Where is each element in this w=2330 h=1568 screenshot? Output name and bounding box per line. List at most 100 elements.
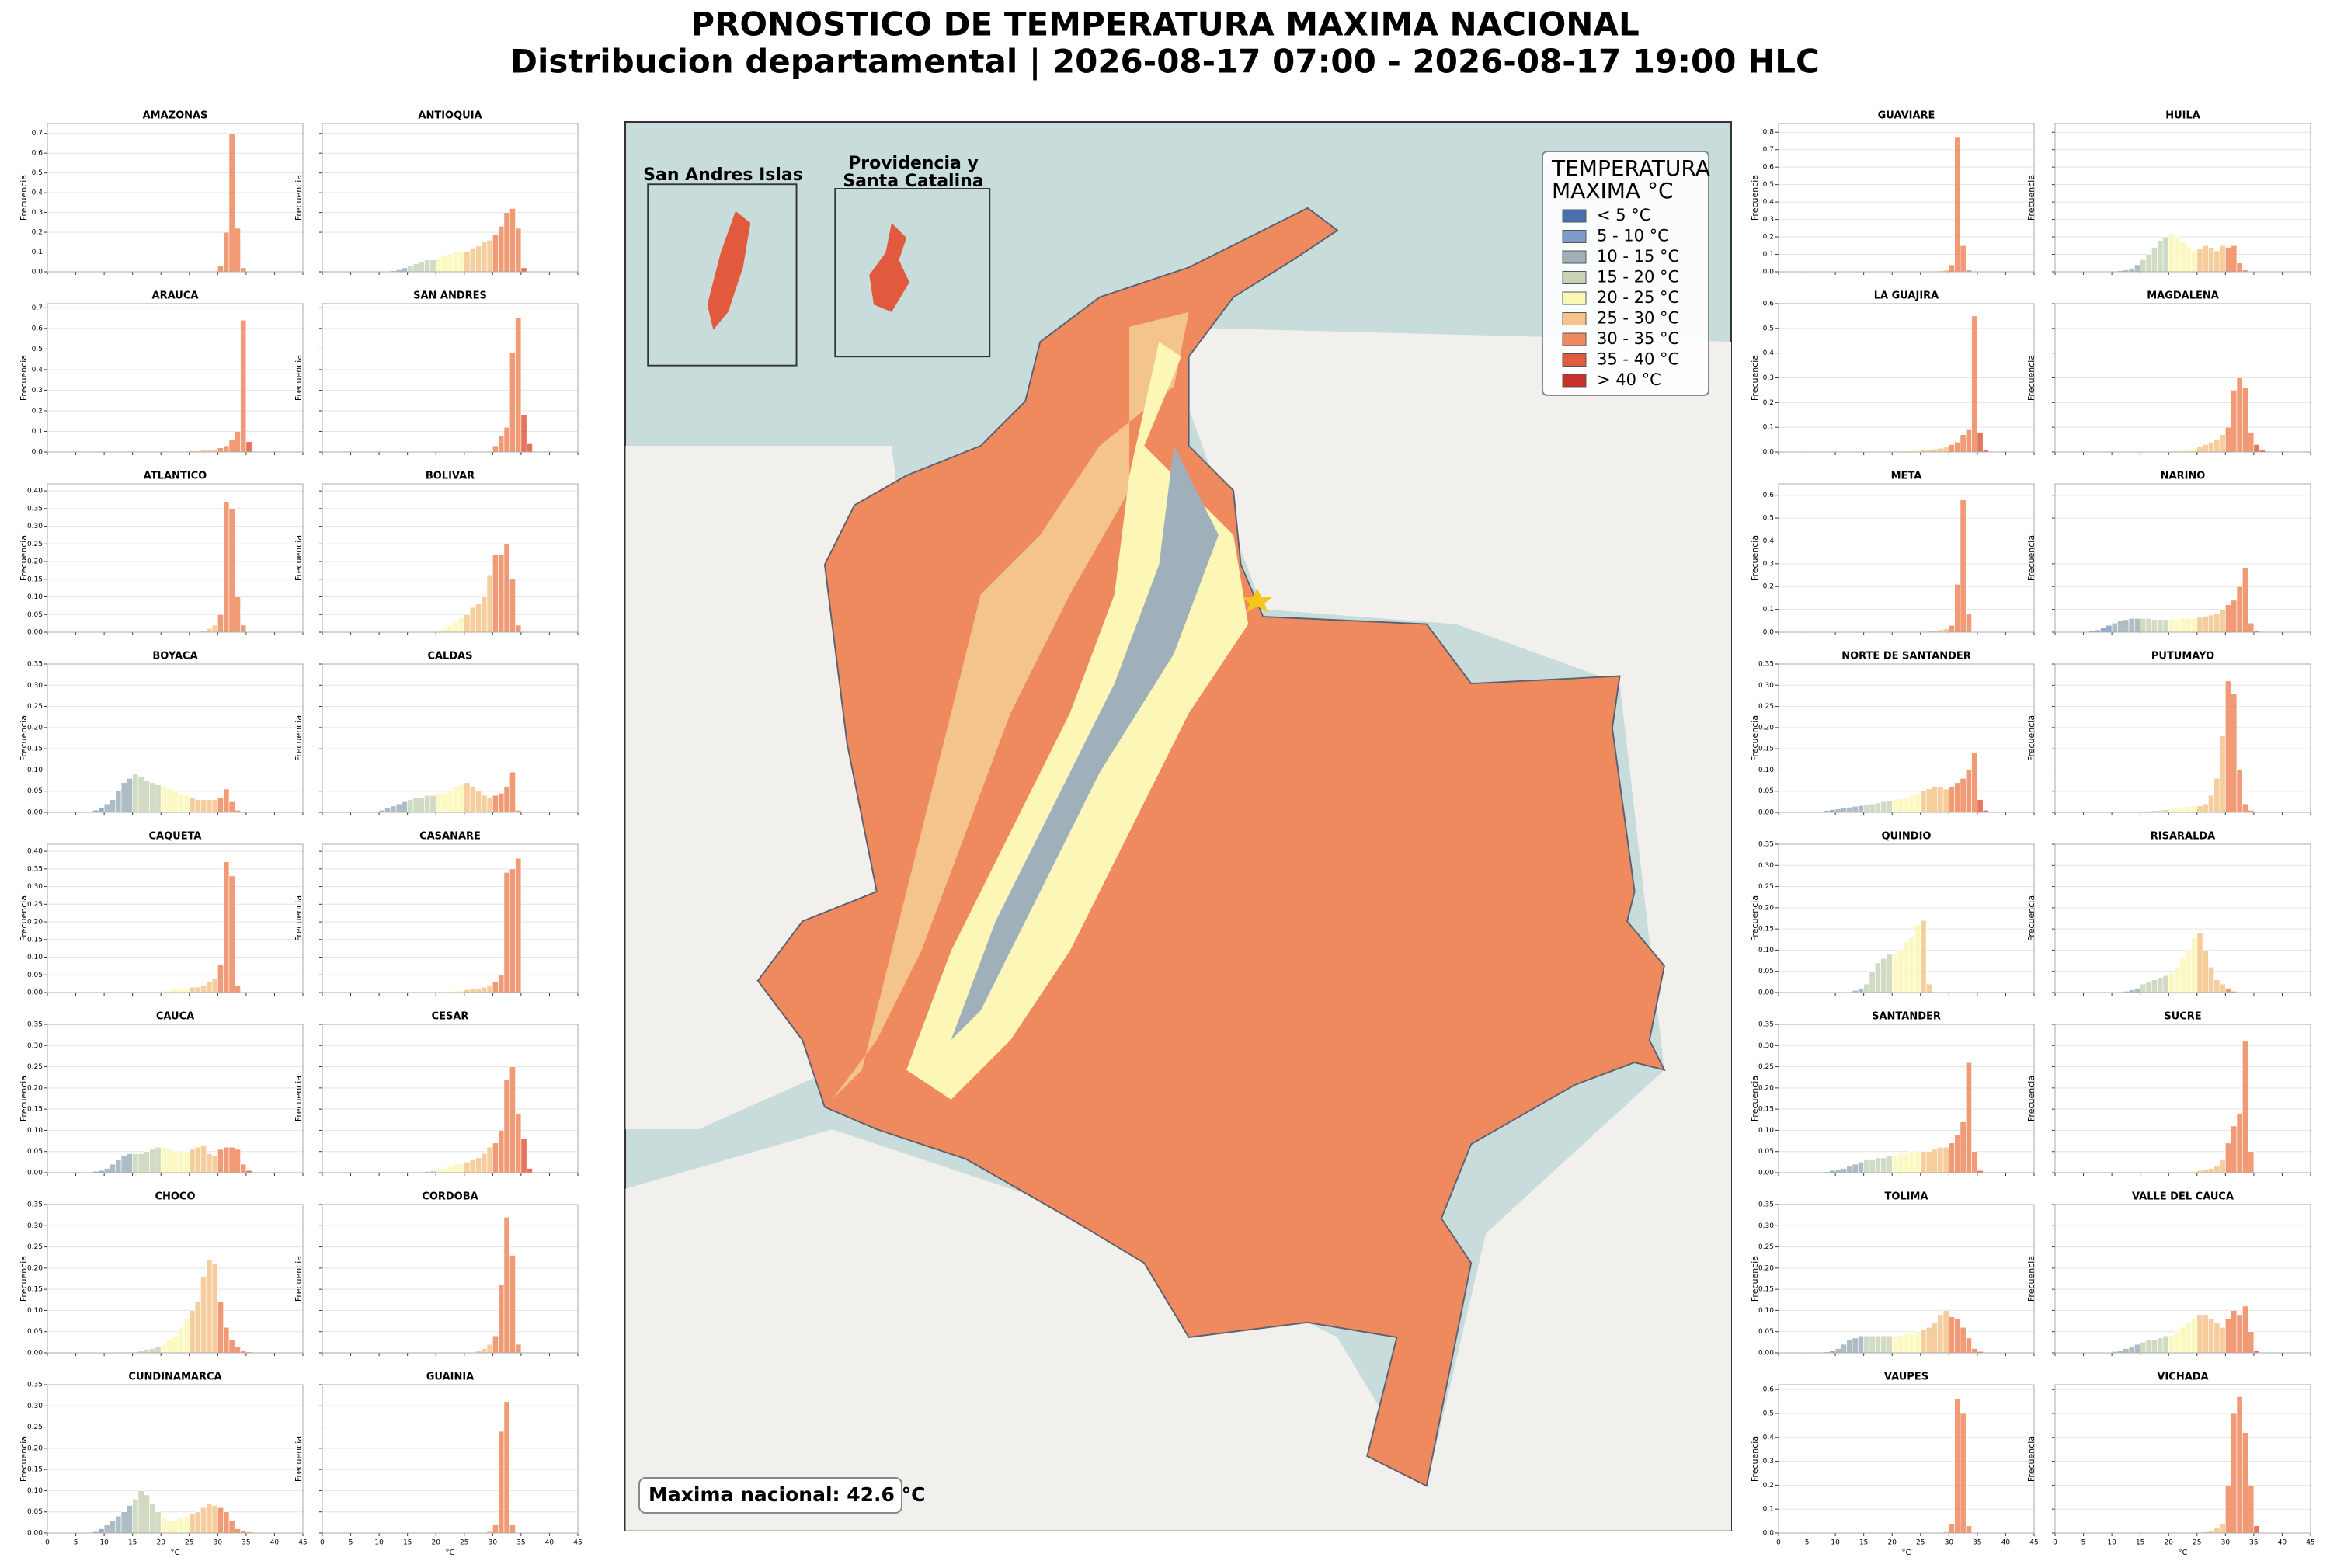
bar — [2196, 447, 2203, 453]
y-tick-label: 0.1 — [1763, 251, 1774, 259]
legend-swatch — [1562, 271, 1587, 284]
y-tick-label: 0.0 — [1763, 269, 1775, 276]
bar — [1869, 1159, 1876, 1173]
x-tick-label: 30 — [489, 1539, 498, 1547]
bar — [509, 208, 516, 273]
bar — [217, 797, 224, 813]
y-tick-label: 0.7 — [32, 130, 43, 137]
bar — [2128, 1346, 2135, 1354]
bar — [1908, 1151, 1915, 1173]
legend-title: TEMPERATURA — [1551, 155, 1710, 181]
chart-title: ATLANTICO — [144, 471, 207, 482]
bar — [149, 1348, 156, 1354]
bar — [509, 1255, 516, 1354]
y-tick-label: 0.25 — [1758, 1063, 1774, 1071]
bar — [520, 1139, 527, 1173]
y-tick-label: 0.10 — [1758, 767, 1774, 774]
plot-frame — [1778, 123, 2035, 273]
y-tick-label: 0.2 — [1763, 399, 1774, 407]
legend-swatch — [1562, 374, 1587, 388]
bar — [1908, 937, 1915, 993]
bar — [452, 786, 459, 813]
bar — [486, 575, 493, 633]
bar — [486, 239, 493, 273]
bar — [223, 501, 230, 633]
chart-title: ANTIOQUIA — [418, 110, 482, 122]
x-tick-label: 15 — [403, 1539, 412, 1547]
plot-area — [2055, 1024, 2311, 1173]
bar — [2140, 259, 2147, 273]
y-tick-label: 0.0 — [1763, 449, 1775, 457]
bar — [211, 1264, 218, 1354]
inset — [834, 188, 991, 358]
bar — [2151, 619, 2158, 633]
y-tick-label: 0.25 — [27, 1063, 43, 1071]
bar — [194, 799, 201, 813]
bar — [1897, 950, 1904, 993]
y-tick-label: 0.15 — [27, 1106, 43, 1114]
bar — [2231, 245, 2238, 273]
bar — [481, 1153, 488, 1173]
legend-label: > 40 °C — [1597, 370, 1661, 389]
bar — [435, 257, 442, 273]
bar — [1852, 806, 1859, 813]
inset-title: Providencia y — [848, 154, 979, 173]
histogram: BOYACA Frecuencia 0.00 0.05 0.10 0.15 0.20 0.25… — [19, 651, 304, 817]
bar — [2185, 247, 2192, 273]
y-tick-label: 0.30 — [27, 1403, 43, 1410]
bar — [234, 596, 241, 633]
bar — [2253, 1525, 2260, 1534]
bar — [127, 778, 133, 813]
y-tick-label: 0.3 — [1763, 374, 1774, 382]
bar — [1886, 1155, 1893, 1173]
bar — [1960, 499, 1967, 633]
bar — [509, 579, 516, 633]
chart-title: NARINO — [2161, 471, 2206, 482]
bar — [1965, 429, 1972, 453]
chart-title: LA GUAJIRA — [1874, 290, 1939, 302]
bar — [1960, 245, 1967, 273]
chart-title: TOLIMA — [1884, 1191, 1928, 1203]
bar — [2219, 983, 2226, 993]
bar — [172, 1335, 179, 1354]
bar — [452, 1163, 459, 1173]
bar — [2151, 1340, 2158, 1354]
land — [625, 326, 1731, 1531]
bar — [464, 989, 471, 993]
bar — [498, 554, 505, 633]
bar — [2134, 618, 2140, 633]
y-tick-label: 0.25 — [1758, 703, 1774, 711]
x-tick-label: 35 — [2249, 1539, 2258, 1547]
bar — [503, 1401, 510, 1534]
bar — [503, 1079, 510, 1173]
histogram: RISARALDA Frecuencia — [2026, 831, 2311, 996]
bar — [1920, 1329, 1927, 1354]
x-tick-label: 30 — [214, 1539, 223, 1547]
bar — [240, 624, 247, 633]
y-tick-label: 0.25 — [27, 901, 43, 909]
x-axis-label: °C — [446, 1549, 455, 1557]
bar — [103, 1524, 110, 1534]
y-tick-label: 0.20 — [27, 1264, 43, 1272]
bar — [2202, 1169, 2209, 1173]
bar — [503, 786, 510, 813]
bar — [2214, 979, 2220, 993]
y-tick-label: 0.10 — [27, 1307, 43, 1315]
bar — [2248, 1331, 2255, 1354]
bar — [2202, 245, 2209, 273]
bar — [2236, 770, 2243, 813]
bar — [183, 1515, 190, 1534]
bar — [1841, 808, 1848, 813]
bar — [234, 1149, 241, 1173]
bar — [228, 801, 235, 813]
bar — [2225, 988, 2231, 993]
bar — [2140, 983, 2147, 993]
histogram: ANTIOQUIA Frecuencia — [294, 110, 579, 275]
bar — [2191, 1319, 2198, 1354]
y-axis-label: Frecuencia — [1750, 1256, 1760, 1302]
chart-title: NORTE DE SANTANDER — [1841, 651, 1971, 662]
bar — [2248, 622, 2255, 633]
x-tick-label: 45 — [2306, 1539, 2314, 1547]
bar — [1858, 1162, 1864, 1173]
bar — [149, 1149, 156, 1173]
